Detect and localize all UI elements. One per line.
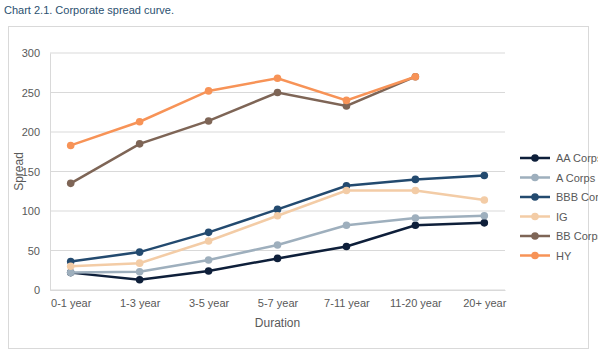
series-marker [412, 73, 420, 81]
y-tick: 200 [22, 126, 50, 138]
series-marker [343, 187, 351, 195]
series-marker [67, 142, 75, 150]
x-tick: 0-1 year [51, 290, 92, 309]
legend-label: BBB Corps [556, 191, 598, 203]
series-marker [274, 212, 282, 220]
x-tick-label: 1-3 year [120, 297, 161, 309]
x-tick: 1-3 year [120, 290, 161, 309]
x-axis-line [51, 290, 506, 291]
grid-line [50, 132, 505, 133]
y-tick-label: 100 [22, 205, 40, 217]
x-tick-label: 5-7 year [258, 297, 299, 309]
series-marker [205, 256, 213, 264]
legend-label: BB Corps [556, 230, 598, 242]
title: Chart 2.1. Corporate spread curve. [4, 4, 174, 16]
x-tick-label: 0-1 year [51, 297, 92, 309]
series-marker [343, 97, 351, 105]
y-tick: 100 [22, 205, 50, 217]
series-marker [136, 259, 144, 267]
legend-marker [531, 154, 539, 162]
series-marker [136, 118, 144, 126]
x-tick: 3-5 year [189, 290, 230, 309]
series-line [71, 77, 416, 184]
x-tick: 5-7 year [258, 290, 299, 309]
y-tick-label: 0 [34, 284, 40, 296]
series-marker [205, 229, 213, 237]
y-axis-line [50, 54, 51, 291]
y-axis-title: Spread [12, 152, 26, 191]
series-marker [343, 243, 351, 251]
series-marker [67, 263, 75, 271]
series-marker [412, 187, 420, 195]
series-marker [481, 172, 489, 180]
series-marker [274, 89, 282, 97]
grid-line [50, 53, 505, 54]
legend-marker [531, 213, 539, 221]
series-marker [205, 117, 213, 125]
legend-marker [531, 174, 539, 182]
series-marker [205, 237, 213, 245]
x-tick-label: 20+ year [463, 297, 506, 309]
legend-marker [531, 252, 539, 260]
grid-line [50, 290, 505, 291]
series-marker [274, 241, 282, 249]
series-marker [67, 180, 75, 188]
x-axis: 0-1 year 1-3 year 3-5 year 5-7 year 7-11 yea… [51, 290, 507, 309]
series-marker [412, 73, 420, 81]
x-tick-label: 11-20 year [390, 297, 442, 309]
x-axis-title: Duration [255, 316, 300, 330]
series-marker [481, 212, 489, 220]
series-marker [343, 221, 351, 229]
plot-area [67, 73, 488, 284]
y-tick: 250 [22, 87, 50, 99]
y-tick-label: 300 [22, 47, 40, 59]
legend-label: HY [556, 250, 572, 262]
chart-frame [9, 27, 589, 349]
series-marker [136, 276, 144, 284]
x-tick: 7-11 year [324, 290, 370, 309]
legend-label: IG [556, 211, 568, 223]
legend: AA Corps A Corps BBB Corps IG BB Corps HY [520, 152, 598, 262]
legend-marker [531, 193, 539, 201]
y-tick: 300 [22, 47, 50, 59]
series-line [71, 190, 485, 266]
y-tick: 0 [34, 284, 50, 296]
legend-label: AA Corps [556, 152, 598, 164]
x-tick: 20+ year [463, 290, 506, 309]
series-marker [412, 176, 420, 184]
series-marker [205, 87, 213, 95]
series-marker [412, 214, 420, 222]
grid-line [50, 171, 505, 172]
legend-label: A Corps [556, 172, 596, 184]
x-tick: 11-20 year [390, 290, 442, 309]
y-tick-label: 200 [22, 126, 40, 138]
series-marker [481, 219, 489, 227]
series-marker [412, 221, 420, 229]
x-tick-label: 7-11 year [324, 297, 370, 309]
series-marker [481, 196, 489, 204]
legend-marker [531, 232, 539, 240]
series-marker [274, 255, 282, 263]
series-marker [136, 268, 144, 276]
grid [50, 53, 505, 290]
x-tick-label: 3-5 year [189, 297, 230, 309]
chart: Chart 2.1. Corporate spread curve. 0 50 100… [0, 0, 598, 354]
series-line [71, 77, 416, 146]
grid-line [50, 250, 505, 251]
y-tick-label: 50 [28, 245, 40, 257]
y-tick-label: 250 [22, 87, 40, 99]
series-marker [205, 267, 213, 275]
series-marker [136, 248, 144, 256]
y-tick: 50 [28, 245, 50, 257]
series-line [71, 175, 485, 261]
series-marker [136, 140, 144, 148]
series-marker [274, 74, 282, 82]
